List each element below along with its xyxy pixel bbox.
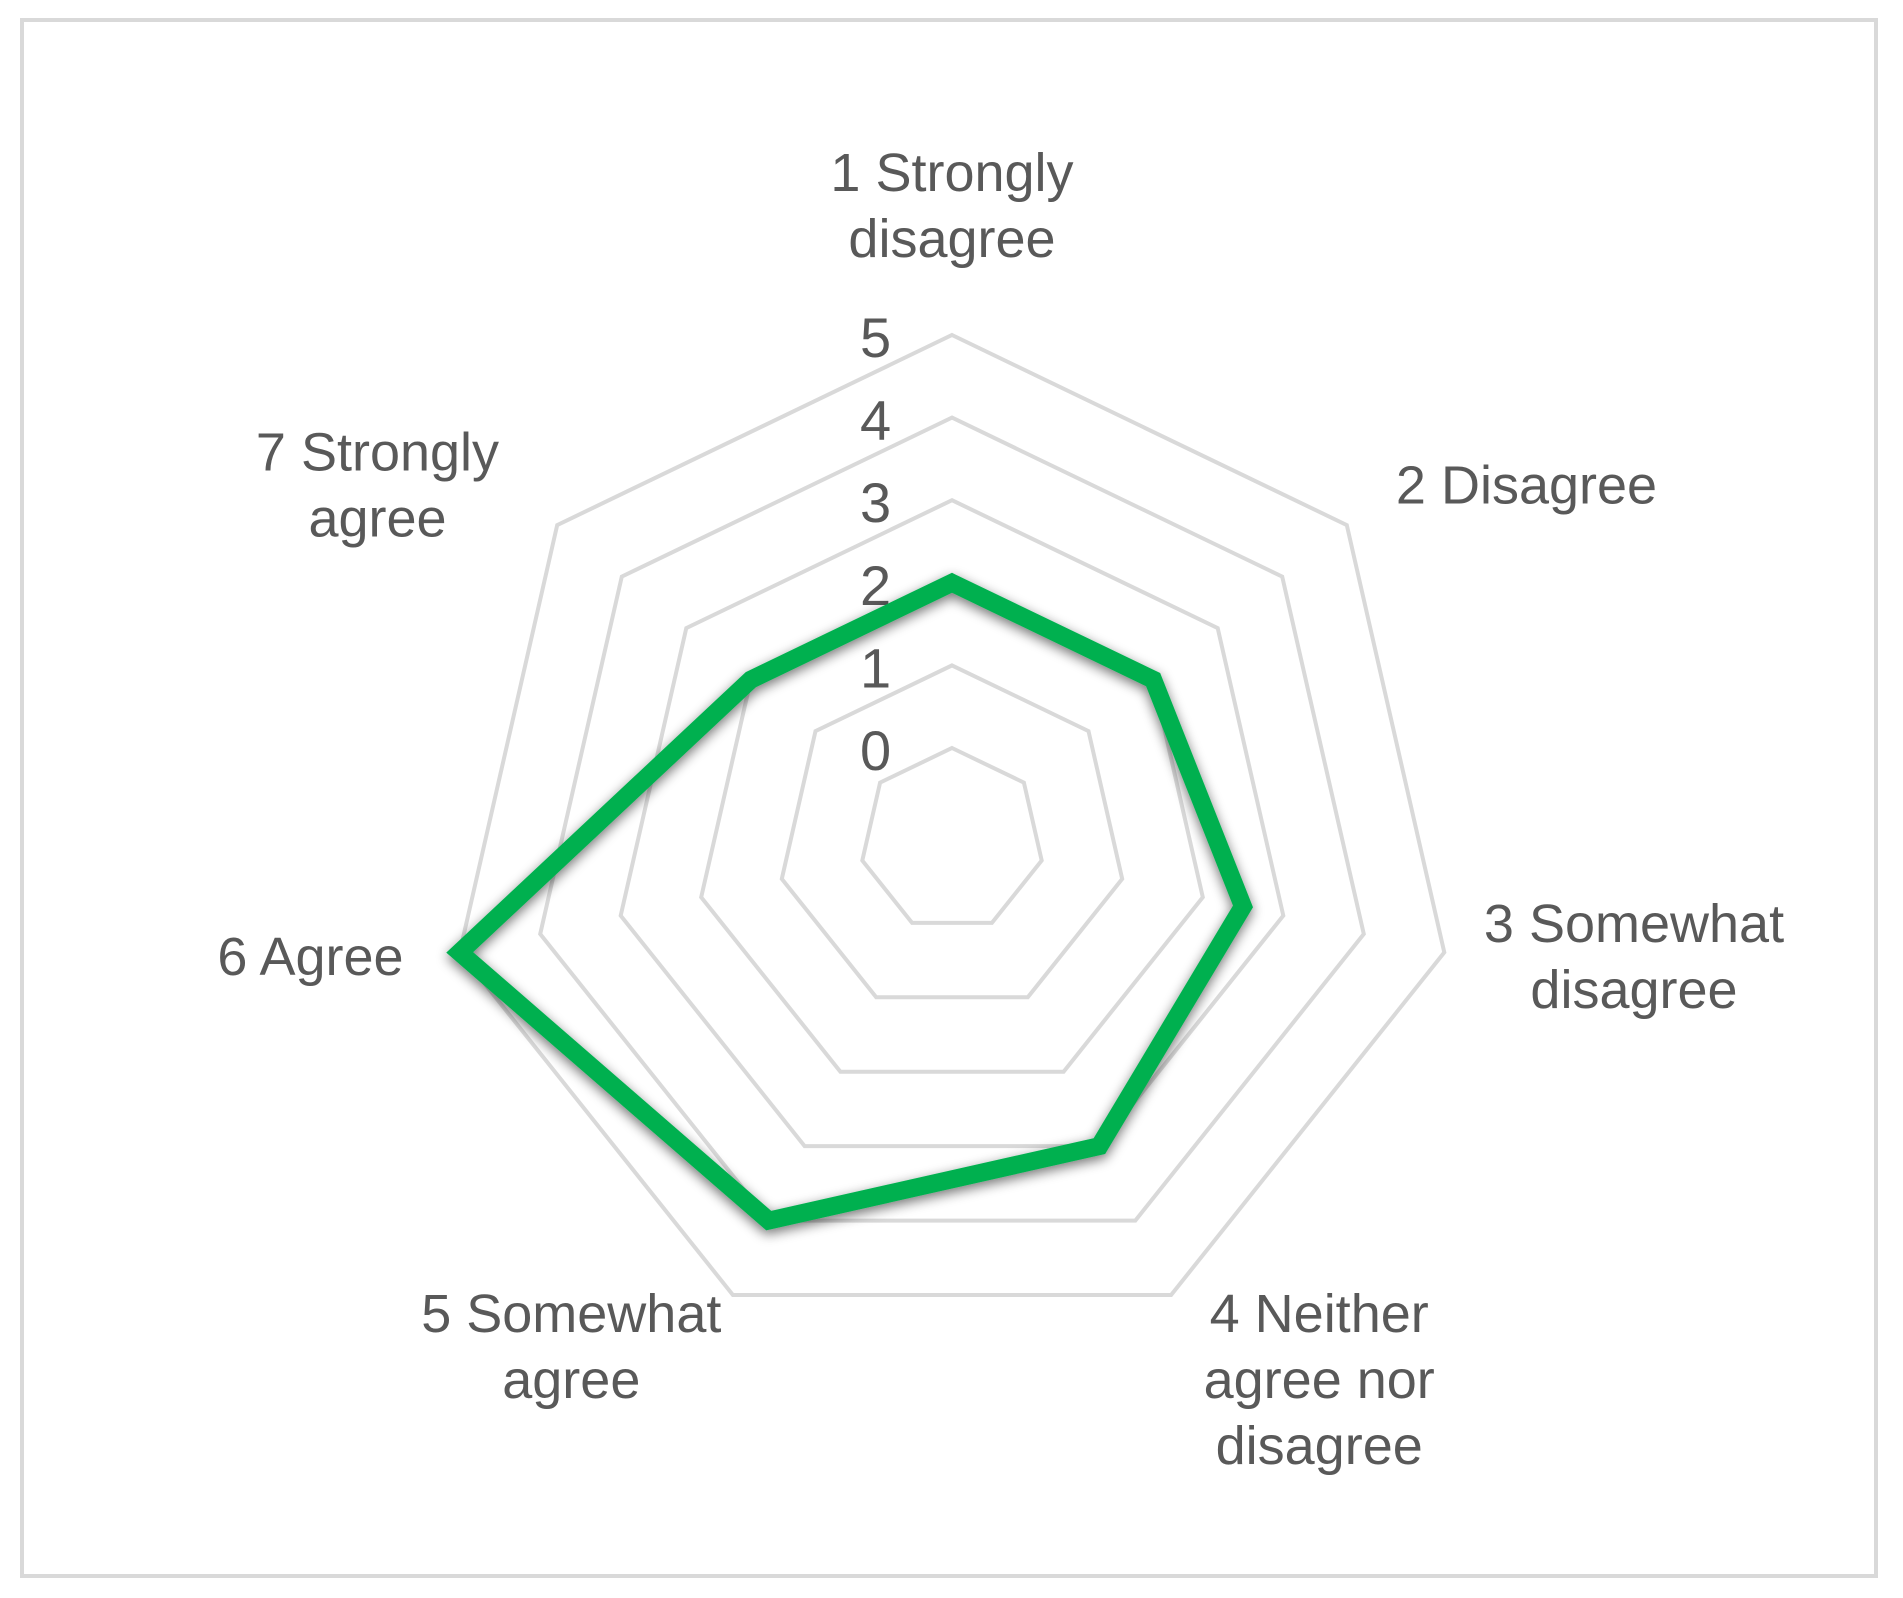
category-label-1-line-2: disagree	[848, 209, 1055, 269]
category-label-7: 7 Strongly agree	[256, 423, 499, 549]
category-label-2: 2 Disagree	[1396, 456, 1657, 516]
grid-ring-1	[779, 663, 1125, 1000]
category-label-5-line-1: 5 Somewhat	[421, 1284, 721, 1344]
tick-label-5: 5	[860, 306, 891, 369]
category-label-4-line-2: agree nor	[1204, 1350, 1435, 1410]
category-label-1: 1 Strongly disagree	[830, 143, 1073, 269]
category-label-7-line-1: 7 Strongly	[256, 423, 499, 483]
grid-ring-0	[860, 745, 1044, 925]
category-label-2-line-1: 2 Disagree	[1396, 456, 1657, 516]
category-label-7-line-2: agree	[308, 489, 446, 549]
category-label-4: 4 Neither agree nor disagree	[1204, 1284, 1435, 1476]
category-label-3-line-2: disagree	[1530, 960, 1737, 1020]
category-label-3: 3 Somewhat disagree	[1484, 894, 1784, 1020]
tick-label-4: 4	[860, 389, 891, 452]
category-label-3-line-1: 3 Somewhat	[1484, 894, 1784, 954]
category-label-5-line-2: agree	[502, 1350, 640, 1410]
series-layer	[446, 572, 1254, 1231]
category-label-6-line-1: 6 Agree	[217, 927, 403, 987]
radar-grid	[457, 332, 1447, 1297]
series-line-0	[446, 572, 1254, 1231]
chart-frame	[20, 18, 1878, 1578]
grid-ring-5	[457, 332, 1447, 1297]
category-label-4-line-3: disagree	[1216, 1416, 1423, 1476]
tick-label-1: 1	[860, 636, 891, 699]
category-label-5: 5 Somewhat agree	[421, 1284, 721, 1410]
tick-label-0: 0	[860, 719, 891, 782]
category-label-6: 6 Agree	[217, 927, 403, 987]
tick-label-3: 3	[860, 471, 891, 534]
category-label-4-line-1: 4 Neither	[1210, 1284, 1429, 1344]
grid-ring-4	[538, 415, 1366, 1223]
grid-ring-3	[618, 497, 1286, 1149]
category-label-1-line-1: 1 Strongly	[830, 143, 1073, 203]
